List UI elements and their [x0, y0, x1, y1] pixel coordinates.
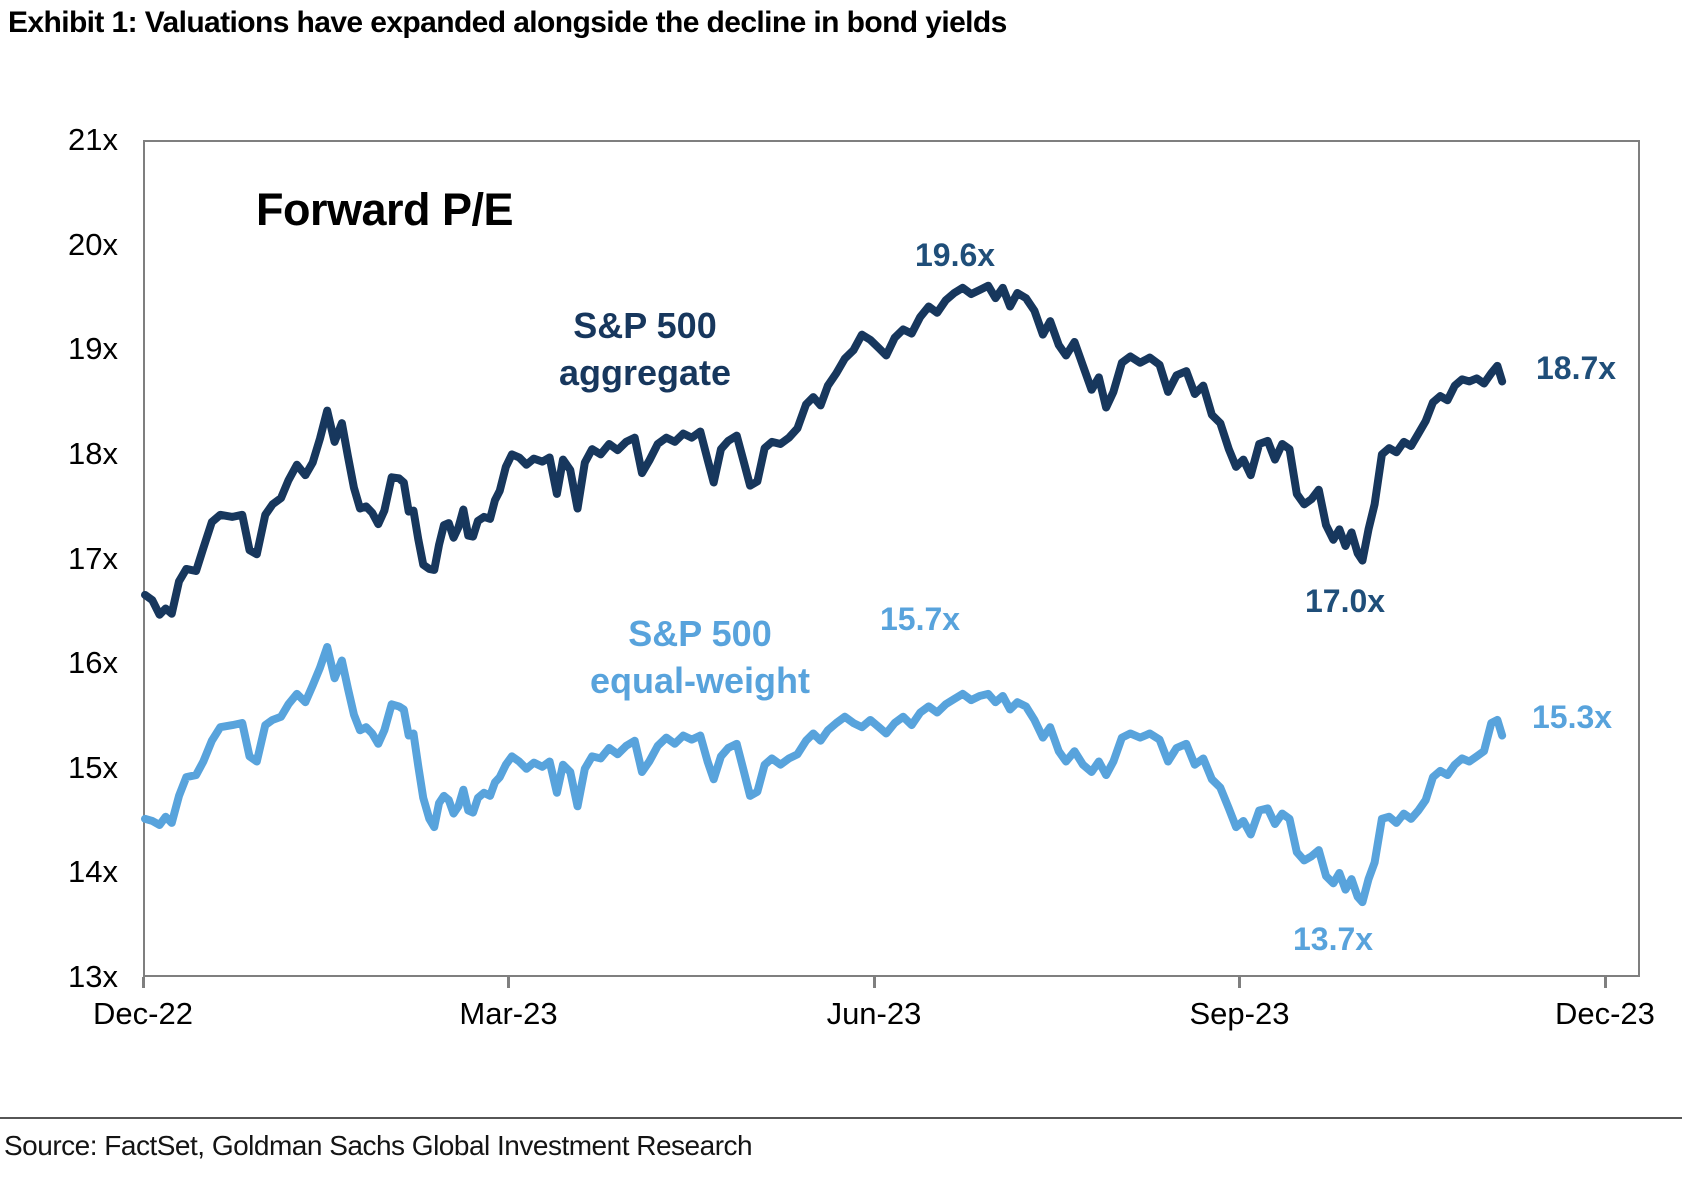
equal-weight-peak-annotation: 15.7x: [880, 601, 961, 637]
aggregate-series-label-line1: S&P 500: [573, 305, 717, 346]
y-tick-label: 13x: [68, 959, 118, 994]
y-tick-label: 15x: [68, 749, 118, 785]
exhibit-title: Exhibit 1: Valuations have expanded alon…: [8, 6, 1007, 39]
x-tick-label: Jun-23: [826, 996, 922, 1031]
aggregate-series-label: S&P 500 aggregate: [520, 302, 770, 396]
equal-weight-end-annotation: 15.3x: [1532, 699, 1613, 735]
y-tick-label: 17x: [68, 540, 118, 576]
plot-area: [141, 140, 1640, 977]
x-tick-mark: [142, 977, 145, 988]
aggregate-series-label-line2: aggregate: [558, 352, 732, 393]
equal-weight-line: [141, 642, 1507, 907]
y-tick-label: 21x: [68, 122, 118, 157]
x-tick-mark: [872, 977, 876, 988]
aggregate-trough-annotation: 17.0x: [1305, 583, 1386, 619]
equal-weight-series-label-line2: equal-weight: [589, 660, 810, 701]
x-tick-label: Dec-23: [1554, 996, 1655, 1031]
x-tick-mark: [1603, 977, 1607, 988]
equal-weight-trough-annotation: 13.7x: [1293, 921, 1374, 957]
x-tick-label: Sep-23: [1189, 996, 1290, 1031]
aggregate-end-annotation: 18.7x: [1536, 350, 1617, 386]
y-tick-label: 20x: [68, 226, 118, 262]
equal-weight-series-label-line1: S&P 500: [628, 613, 772, 654]
x-tick-label: Dec-22: [93, 996, 193, 1031]
x-tick-mark: [1238, 977, 1242, 988]
chart-title: Forward P/E: [256, 184, 514, 235]
y-tick-label: 18x: [68, 435, 118, 471]
plot-svg: [141, 281, 1507, 907]
aggregate-peak-annotation: 19.6x: [915, 237, 996, 273]
aggregate-line: [141, 281, 1507, 619]
x-tick-label: Mar-23: [459, 996, 558, 1031]
equal-weight-series-label: S&P 500 equal-weight: [560, 610, 840, 704]
x-tick-mark: [507, 977, 511, 988]
y-tick-label: 19x: [68, 331, 118, 367]
y-tick-label: 14x: [68, 854, 118, 890]
footer-divider: [0, 1117, 1682, 1119]
source-note: Source: FactSet, Goldman Sachs Global In…: [4, 1130, 753, 1161]
y-tick-label: 16x: [68, 645, 118, 681]
